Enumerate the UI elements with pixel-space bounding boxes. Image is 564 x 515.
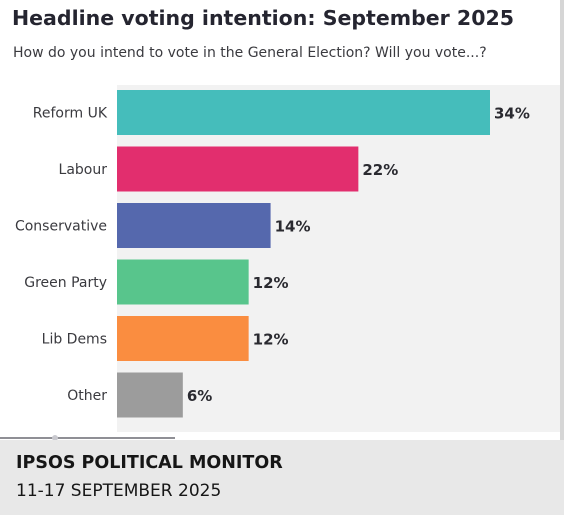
value-label-conservative: 14% xyxy=(275,218,311,236)
video-progress-bar[interactable] xyxy=(0,437,175,439)
chart-title: Headline voting intention: September 202… xyxy=(12,6,514,30)
category-label-reform-uk: Reform UK xyxy=(33,106,108,122)
bar-conservative xyxy=(117,203,271,248)
category-label-labour: Labour xyxy=(59,162,108,178)
bar-other xyxy=(117,372,183,418)
video-progress-handle[interactable] xyxy=(52,435,58,441)
category-label-other: Other xyxy=(67,388,107,404)
value-label-green-party: 12% xyxy=(253,274,289,292)
bar-lib-dems xyxy=(117,316,249,361)
category-label-conservative: Conservative xyxy=(15,219,107,235)
category-label-green-party: Green Party xyxy=(24,275,107,291)
bar-labour xyxy=(117,146,359,192)
bar-reform-uk xyxy=(117,90,490,135)
value-label-reform-uk: 34% xyxy=(494,105,530,123)
chart-panel: Headline voting intention: September 202… xyxy=(12,6,560,432)
frame-edge xyxy=(560,0,564,440)
caption-bar: IPSOS POLITICAL MONITOR 11-17 SEPTEMBER … xyxy=(0,440,564,515)
value-label-other: 6% xyxy=(187,387,212,405)
caption-dates: 11-17 SEPTEMBER 2025 xyxy=(16,481,222,501)
category-label-lib-dems: Lib Dems xyxy=(42,332,107,348)
value-label-lib-dems: 12% xyxy=(253,331,289,349)
chart-subtitle: How do you intend to vote in the General… xyxy=(13,45,487,61)
caption-title: IPSOS POLITICAL MONITOR xyxy=(16,453,283,473)
value-label-labour: 22% xyxy=(362,161,398,179)
bar-green-party xyxy=(117,259,249,305)
bar-chart: Reform UK 34% Labour 22% Conservative 14% Gree… xyxy=(15,85,560,432)
plot-area xyxy=(117,85,560,432)
